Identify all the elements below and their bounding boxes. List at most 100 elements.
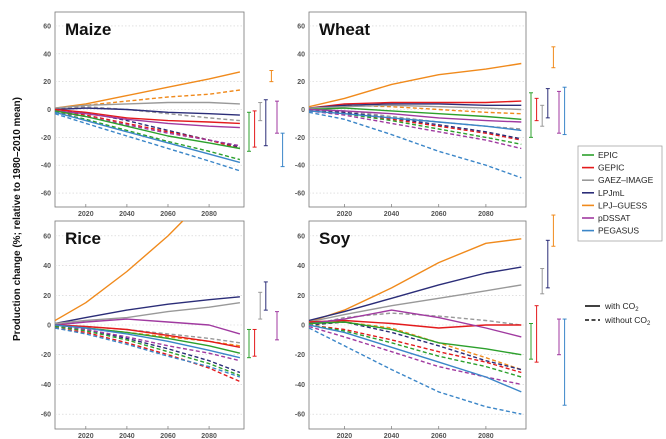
- legend-item-pegasus: PEGASUS: [582, 226, 639, 236]
- legend-label: GEPIC: [598, 163, 624, 173]
- series-epic-with-co2: [309, 321, 522, 356]
- range-bar-gaez-image: [258, 291, 263, 320]
- x-tick-label: 2060: [160, 211, 176, 218]
- series-pdssat-without-co2: [309, 110, 522, 150]
- series-gaez-image-without-co2: [55, 324, 240, 344]
- series-gaez-image-with-co2: [55, 101, 240, 109]
- range-bar-pegasus: [562, 318, 567, 406]
- series-gaez-image-with-co2: [55, 302, 241, 325]
- range-bar-pdssat: [275, 311, 279, 341]
- series-epic-without-co2: [55, 325, 241, 377]
- range-bar-gaez-image: [540, 104, 545, 127]
- range-bar-epic: [247, 111, 251, 152]
- legend-style-label: with CO2: [604, 301, 639, 313]
- series-lpjml-with-co2: [55, 296, 240, 325]
- range-bars: [529, 214, 567, 406]
- y-tick-label: 40: [43, 263, 51, 270]
- y-tick-label: -20: [295, 135, 305, 142]
- series-gepic-with-co2: [309, 319, 522, 329]
- legend-label: GAEZ–IMAGE: [598, 175, 654, 185]
- series-lpjml-with-co2: [309, 266, 522, 322]
- range-bar-epic: [529, 92, 533, 138]
- panel-title: Wheat: [319, 20, 370, 39]
- legend-label: pDSSAT: [598, 213, 630, 223]
- x-tick-label: 2040: [384, 211, 400, 218]
- y-tick-label: 60: [43, 23, 51, 30]
- series-gaez-image-with-co2: [309, 104, 522, 111]
- series-gaez-image-with-co2: [309, 284, 522, 323]
- panel-title: Soy: [319, 229, 351, 248]
- legend-label: LPJ–GUESS: [598, 200, 647, 210]
- series-lpjml-without-co2: [55, 325, 241, 374]
- series-pegasus-with-co2: [309, 324, 522, 393]
- series-pegasus-without-co2: [55, 327, 241, 378]
- range-bar-lpj-guess: [551, 46, 556, 69]
- x-tick-label: 2060: [160, 433, 176, 439]
- legend-label: LPJmL: [598, 188, 625, 198]
- y-tick-label: 60: [297, 23, 305, 30]
- legend-item-gepic: GEPIC: [582, 163, 624, 173]
- series-pegasus-without-co2: [55, 113, 241, 172]
- series-lpj-guess-without-co2: [55, 89, 240, 111]
- range-bar-lpj-guess: [269, 70, 274, 83]
- y-tick-label: -60: [295, 191, 305, 198]
- legend-style-without-co2: without CO2: [585, 315, 651, 327]
- series-gepic-without-co2: [55, 110, 241, 150]
- y-axis-label: Production change (%; relative to 1980–2…: [12, 97, 23, 341]
- x-tick-label: 2080: [201, 433, 217, 439]
- range-bar-pdssat: [557, 318, 561, 356]
- y-tick-label: -60: [41, 191, 51, 198]
- legend-item-epic: EPIC: [582, 150, 618, 160]
- range-bar-pegasus: [562, 86, 567, 136]
- y-tick-label: -40: [295, 382, 305, 389]
- series-gepic-with-co2: [55, 108, 240, 125]
- x-tick-label: 2040: [384, 433, 400, 439]
- x-tick-label: 2040: [119, 433, 135, 439]
- range-bar-pdssat: [275, 100, 279, 134]
- legend-item-pdssat: pDSSAT: [582, 213, 630, 223]
- x-tick-label: 2040: [119, 211, 135, 218]
- series-pegasus-with-co2: [55, 111, 241, 164]
- series-epic-with-co2: [55, 110, 241, 150]
- series-lines: [309, 62, 522, 179]
- series-epic-with-co2: [309, 107, 522, 120]
- legend-label: PEGASUS: [598, 226, 639, 236]
- y-tick-label: 20: [43, 79, 51, 86]
- y-tick-label: -40: [295, 163, 305, 170]
- series-lines: [55, 71, 241, 172]
- range-bar-epic: [247, 328, 251, 359]
- series-gepic-without-co2: [309, 324, 522, 374]
- y-tick-label: 0: [47, 323, 51, 330]
- series-pdssat-without-co2: [55, 325, 241, 362]
- x-tick-label: 2020: [337, 211, 353, 218]
- y-tick-label: 40: [297, 51, 305, 58]
- legend: EPIC GEPIC GAEZ–IMAGE LPJmL LPJ–GUESS pDSSAT P…: [577, 145, 663, 327]
- range-bar-gepic: [252, 328, 257, 357]
- x-tick-label: 2060: [431, 433, 447, 439]
- y-tick-label: -40: [41, 163, 51, 170]
- series-gepic-without-co2: [55, 327, 241, 383]
- y-tick-label: -20: [41, 135, 51, 142]
- panel-title: Maize: [65, 20, 111, 39]
- y-tick-label: 60: [297, 233, 305, 240]
- series-pegasus-without-co2: [309, 327, 522, 415]
- range-bar-lpj-guess: [551, 214, 556, 247]
- series-lpj-guess-with-co2: [309, 62, 522, 108]
- series-gaez-image-without-co2: [309, 312, 522, 326]
- y-tick-label: 60: [43, 233, 51, 240]
- series-lpjml-without-co2: [309, 108, 522, 140]
- series-lines: [309, 238, 522, 415]
- x-tick-label: 2060: [431, 211, 447, 218]
- y-tick-label: -60: [41, 412, 51, 419]
- legend-style-with-co2: with CO2: [585, 301, 639, 313]
- y-tick-label: 0: [301, 323, 305, 330]
- range-bar-pdssat: [557, 90, 561, 134]
- series-pegasus-with-co2: [55, 324, 241, 359]
- range-bar-lpjml: [263, 281, 268, 311]
- range-bar-lpjml: [545, 88, 550, 119]
- range-bar-gaez-image: [258, 102, 263, 122]
- panel-title: Rice: [65, 229, 101, 248]
